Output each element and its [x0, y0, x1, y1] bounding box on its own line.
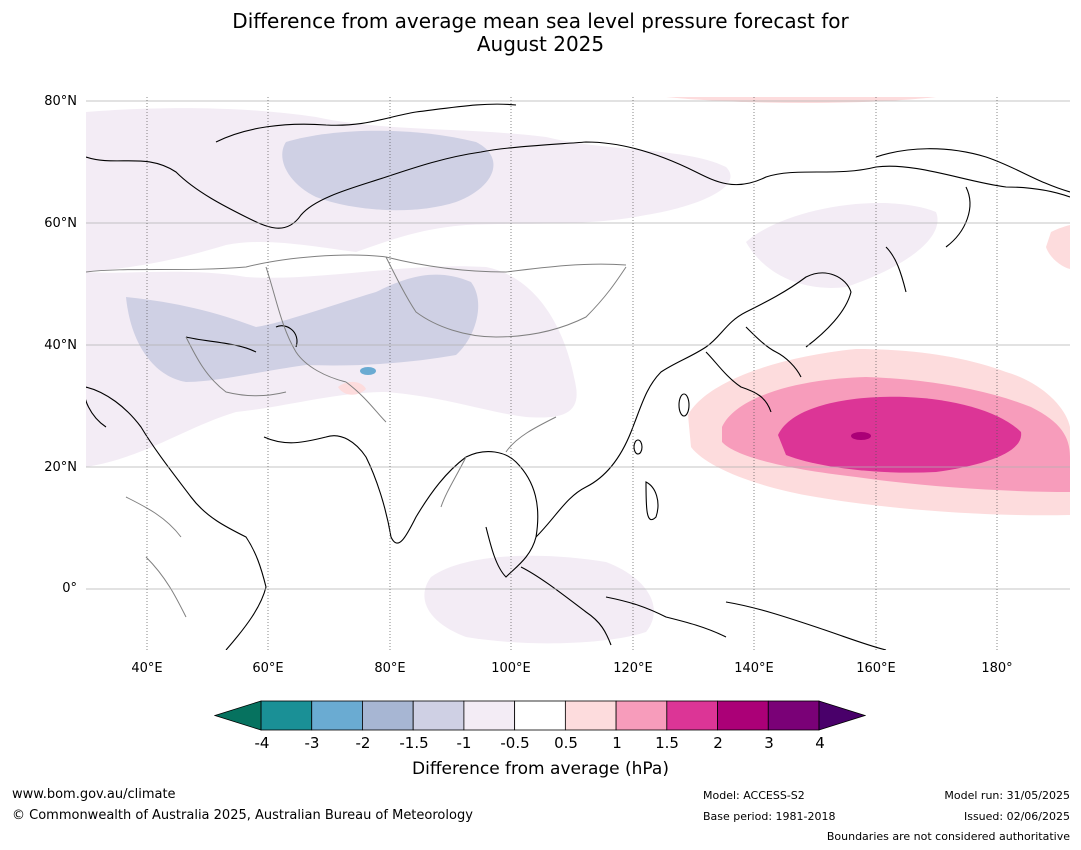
colorbar-segment — [362, 700, 414, 731]
lon-label-40e: 40°E — [131, 661, 163, 676]
colorbar-segment — [412, 700, 465, 731]
lat-label-0: 0° — [62, 581, 77, 596]
colorbar-tick: 1 — [612, 734, 622, 752]
lat-label-60n: 60°N — [44, 216, 77, 231]
colorbar-tick: -0.5 — [500, 734, 530, 752]
lon-label-60e: 60°E — [252, 661, 284, 676]
colorbar-tick: -4 — [254, 734, 270, 752]
colorbar-tick: -1 — [456, 734, 472, 752]
colorbar-tick: 0.5 — [554, 734, 578, 752]
colorbar — [214, 700, 866, 731]
model-run-date: Model run: 31/05/2025 — [944, 789, 1070, 802]
lon-label-160e: 160°E — [856, 661, 896, 676]
lat-label-20n: 20°N — [44, 460, 77, 475]
copyright-text: © Commonwealth of Australia 2025, Austra… — [12, 808, 473, 823]
coastlines — [86, 103, 1070, 650]
colorbar-label: Difference from average (hPa) — [412, 759, 669, 779]
colorbar-segment — [564, 700, 617, 731]
colorbar-under-arrow — [214, 700, 262, 731]
colorbar-tick: 2 — [713, 734, 723, 752]
colorbar-tick: 4 — [815, 734, 825, 752]
colorbar-segment — [666, 700, 718, 731]
pressure-anomaly-map — [86, 97, 1070, 650]
colorbar-segment — [767, 700, 820, 731]
colorbar-segments — [260, 700, 820, 731]
colorbar-tick: 1.5 — [655, 734, 679, 752]
positive-anomaly-shading — [338, 97, 1070, 516]
lon-label-100e: 100°E — [491, 661, 531, 676]
colorbar-tick: -3 — [304, 734, 320, 752]
map-title: Difference from average mean sea level p… — [0, 10, 1081, 56]
colorbar-segment — [311, 700, 363, 731]
colorbar-segment — [463, 700, 516, 731]
title-line-1: Difference from average mean sea level p… — [232, 9, 849, 33]
country-borders — [86, 254, 627, 618]
colorbar-segment — [260, 700, 313, 731]
lat-label-40n: 40°N — [44, 338, 77, 353]
base-period: Base period: 1981-2018 — [703, 810, 836, 823]
boundaries-disclaimer: Boundaries are not considered authoritat… — [826, 830, 1070, 843]
title-line-2: August 2025 — [476, 32, 605, 56]
model-name: Model: ACCESS-S2 — [703, 789, 805, 802]
website-link[interactable]: www.bom.gov.au/climate — [12, 787, 176, 802]
colorbar-tick: -1.5 — [399, 734, 429, 752]
lon-label-140e: 140°E — [734, 661, 774, 676]
colorbar-tick: -2 — [355, 734, 371, 752]
colorbar-over-arrow — [818, 700, 866, 731]
issued-date: Issued: 02/06/2025 — [963, 810, 1070, 823]
colorbar-segment — [717, 700, 769, 731]
lon-label-180: 180° — [981, 661, 1013, 676]
colorbar-segment — [615, 700, 668, 731]
lon-label-120e: 120°E — [613, 661, 653, 676]
graticule — [86, 97, 1070, 650]
lon-label-80e: 80°E — [374, 661, 406, 676]
colorbar-segment — [514, 700, 566, 731]
lat-label-80n: 80°N — [44, 94, 77, 109]
colorbar-tick: 3 — [764, 734, 774, 752]
